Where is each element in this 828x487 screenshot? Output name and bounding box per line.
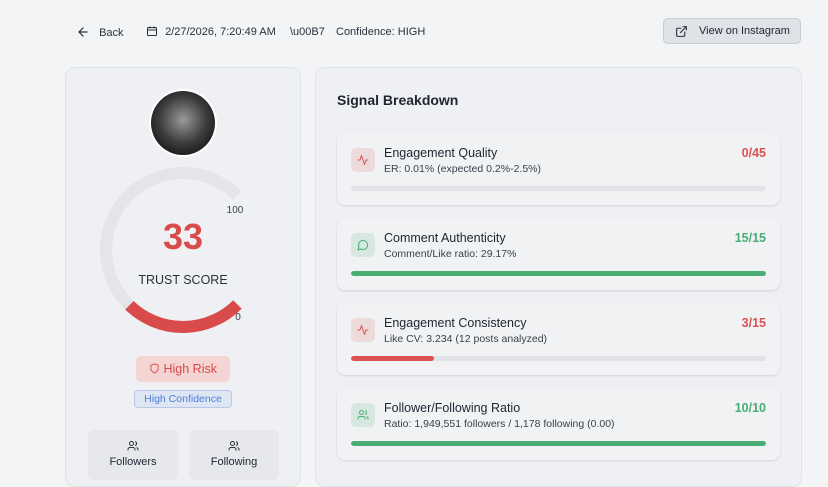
signal-score: 10/10 — [734, 401, 766, 415]
signal-card: Follower/Following Ratio Ratio: 1,949,551… — [337, 388, 780, 460]
signal-detail: Like CV: 3.234 (12 posts analyzed) — [384, 333, 548, 345]
icon — [357, 155, 369, 165]
signal-card: Comment Authenticity Comment/Like ratio: … — [337, 218, 780, 290]
back-text: Back — [99, 27, 124, 39]
signal-detail: Comment/Like ratio: 29.17% — [384, 248, 517, 260]
external-icon — [676, 26, 687, 37]
signal-track — [351, 441, 766, 446]
confidence: Confidence: HIGH — [336, 26, 426, 38]
signal-bar — [351, 271, 766, 276]
signal-bar — [351, 441, 766, 446]
gauge-max: 100 — [227, 205, 244, 216]
breakdown-title: Signal Breakdown — [337, 92, 459, 108]
followers-stat: Followers — [88, 430, 178, 480]
signal-name: Comment Authenticity — [384, 231, 506, 245]
signal-detail: Ratio: 1,949,551 followers / 1,178 follo… — [384, 418, 615, 430]
score-label: TRUST SCORE — [138, 273, 227, 287]
page: Back 2/27/2026, 7:20:49 AM \u00B7 Confid… — [65, 18, 802, 487]
confidence-badge: High Confidence — [134, 390, 232, 408]
separator: \u00B7 — [290, 26, 325, 38]
view-button[interactable]: View on Instagram — [663, 18, 801, 44]
signal-bar — [351, 356, 434, 361]
date-text: 2/27/2026, 7:20:49 AM — [165, 26, 276, 38]
signal-score: 15/15 — [734, 231, 766, 245]
users-icon — [127, 440, 139, 451]
signal-score: 0/45 — [741, 146, 766, 160]
gauge-value-arc — [125, 300, 242, 333]
button-text: View on Instagram — [699, 25, 790, 37]
gauge: 33 TRUST SCORE 100 0 — [100, 89, 244, 333]
signal-detail: ER: 0.01% (expected 0.2%-2.5%) — [384, 163, 541, 175]
signal-icon — [351, 148, 375, 172]
signal-score: 3/15 — [741, 316, 766, 330]
risk-badge: High Risk — [136, 356, 230, 382]
back-icon — [78, 27, 88, 37]
signal-card: Engagement Quality ER: 0.01% (expected 0.… — [337, 133, 780, 205]
stat-label: Following — [210, 456, 258, 468]
icon — [357, 409, 369, 420]
signal-icon — [351, 318, 375, 342]
signal-card: Engagement Consistency Like CV: 3.234 (12… — [337, 303, 780, 375]
icon — [357, 325, 369, 335]
signal-name: Engagement Quality — [384, 146, 498, 160]
risk-text: High Risk — [163, 362, 217, 376]
signal-track — [351, 271, 766, 276]
score-value: 33 — [163, 216, 203, 257]
date: 2/27/2026, 7:20:49 AM — [146, 25, 276, 39]
signal-track — [351, 186, 766, 191]
gauge-min: 0 — [235, 312, 241, 323]
signal-icon — [351, 233, 375, 257]
shield-icon — [150, 363, 159, 374]
calendar-icon — [147, 26, 157, 36]
following-stat: Following — [189, 430, 279, 480]
icon — [357, 240, 368, 251]
stat-label: Followers — [109, 456, 157, 468]
signal-icon — [351, 403, 375, 427]
signal-name: Follower/Following Ratio — [384, 401, 521, 415]
signal-track — [351, 356, 766, 361]
back-link[interactable]: Back — [76, 25, 124, 40]
users-icon — [228, 440, 240, 451]
signal-name: Engagement Consistency — [384, 316, 527, 330]
avatar — [151, 91, 215, 155]
